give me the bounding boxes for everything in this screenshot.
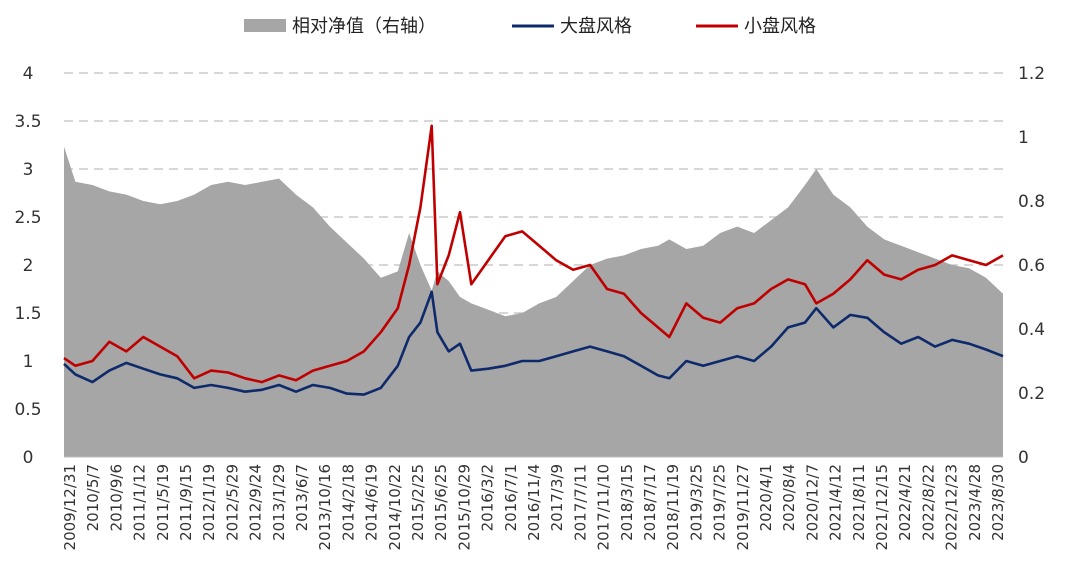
y-left-tick-label-1: 0.5 (14, 400, 41, 420)
relative-area-layer (64, 146, 1003, 457)
y-left-tick-label-8: 4 (23, 64, 34, 84)
x-tick-label-6: 2012/1/19 (200, 464, 218, 541)
x-tick-label-38: 2022/12/23 (943, 464, 961, 550)
x-tick-label-7: 2012/5/29 (223, 464, 241, 541)
x-tick-label-16: 2015/6/25 (432, 464, 450, 541)
x-tick-label-35: 2021/12/15 (873, 464, 891, 550)
x-tick-label-40: 2023/8/30 (989, 464, 1007, 541)
x-tick-label-2: 2010/9/6 (107, 464, 125, 531)
x-tick-label-4: 2011/5/19 (154, 464, 172, 541)
y-right-tick-label-2: 0.4 (1018, 320, 1045, 340)
x-tick-label-31: 2020/8/4 (780, 464, 798, 531)
x-tick-label-13: 2014/6/19 (363, 464, 381, 541)
x-tick-label-8: 2012/9/24 (247, 464, 265, 541)
y-left-tick-label-6: 3 (23, 160, 34, 180)
x-tick-label-37: 2022/8/22 (919, 464, 937, 541)
y-left-tick-label-7: 3.5 (14, 112, 41, 132)
x-tick-label-17: 2015/10/29 (455, 464, 473, 550)
x-tick-label-24: 2018/3/15 (618, 464, 636, 541)
y-right-tick-label-3: 0.6 (1018, 256, 1045, 276)
x-tick-label-33: 2021/4/12 (827, 464, 845, 541)
x-axis: 2009/12/31 2010/5/7 2010/9/6 2011/1/12 2011/… (61, 456, 1007, 550)
x-tick-label-25: 2018/7/17 (641, 464, 659, 541)
x-tick-label-26: 2018/11/19 (664, 464, 682, 550)
y-left-tick-label-5: 2.5 (14, 208, 41, 228)
y-left-tick-label-2: 1 (23, 352, 34, 372)
chart-legend: 相对净值（右轴） 大盘风格 小盘风格 (244, 16, 816, 37)
x-tick-label-14: 2014/10/22 (386, 464, 404, 550)
legend-label-large: 大盘风格 (560, 16, 632, 37)
y-axis-left: 0 0.5 1 1.5 2 2.5 3 3.5 4 (14, 64, 41, 468)
x-tick-label-21: 2017/3/9 (548, 464, 566, 531)
x-tick-label-9: 2013/1/29 (270, 464, 288, 541)
x-tick-label-39: 2023/4/28 (966, 464, 984, 541)
x-tick-label-0: 2009/12/31 (61, 464, 79, 550)
x-tick-label-15: 2015/2/25 (409, 464, 427, 541)
x-tick-label-19: 2016/7/1 (502, 464, 520, 531)
y-left-tick-label-0: 0 (23, 448, 34, 468)
x-tick-label-5: 2011/9/15 (177, 464, 195, 541)
y-right-tick-label-6: 1.2 (1018, 64, 1045, 84)
x-tick-label-3: 2011/1/12 (131, 464, 149, 541)
x-tick-label-30: 2020/4/1 (757, 464, 775, 531)
y-right-tick-label-5: 1 (1018, 128, 1029, 148)
x-tick-label-1: 2010/5/7 (84, 464, 102, 531)
x-tick-label-12: 2014/2/18 (339, 464, 357, 541)
y-left-tick-label-3: 1.5 (14, 304, 41, 324)
x-tick-label-18: 2016/3/2 (479, 464, 497, 531)
x-tick-label-27: 2019/3/25 (687, 464, 705, 541)
x-tick-label-11: 2013/10/16 (316, 464, 334, 550)
x-tick-label-28: 2019/7/25 (711, 464, 729, 541)
x-tick-label-29: 2019/11/27 (734, 464, 752, 550)
legend-label-relative: 相对净值（右轴） (292, 16, 436, 37)
line-series-layer (63, 124, 1004, 396)
x-tick-label-36: 2022/4/21 (896, 464, 914, 541)
x-tick-label-32: 2020/12/7 (803, 464, 821, 541)
series-small-line (63, 124, 1004, 384)
series-relative-area (64, 146, 1003, 457)
y-right-tick-label-0: 0 (1018, 448, 1029, 468)
y-right-tick-label-1: 0.2 (1018, 384, 1045, 404)
x-tick-label-20: 2016/11/4 (525, 464, 543, 541)
y-left-tick-label-4: 2 (23, 256, 34, 276)
x-tick-label-34: 2021/8/11 (850, 464, 868, 541)
y-axis-right: 0 0.2 0.4 0.6 0.8 1 1.2 (1018, 64, 1045, 468)
legend-swatch-relative (244, 19, 286, 32)
series-large-line (63, 290, 1004, 396)
x-tick-label-23: 2017/11/10 (595, 464, 613, 550)
x-tick-label-22: 2017/7/11 (571, 464, 589, 541)
x-tick-label-10: 2013/6/7 (293, 464, 311, 531)
legend-label-small: 小盘风格 (744, 16, 816, 37)
y-right-tick-label-4: 0.8 (1018, 192, 1045, 212)
